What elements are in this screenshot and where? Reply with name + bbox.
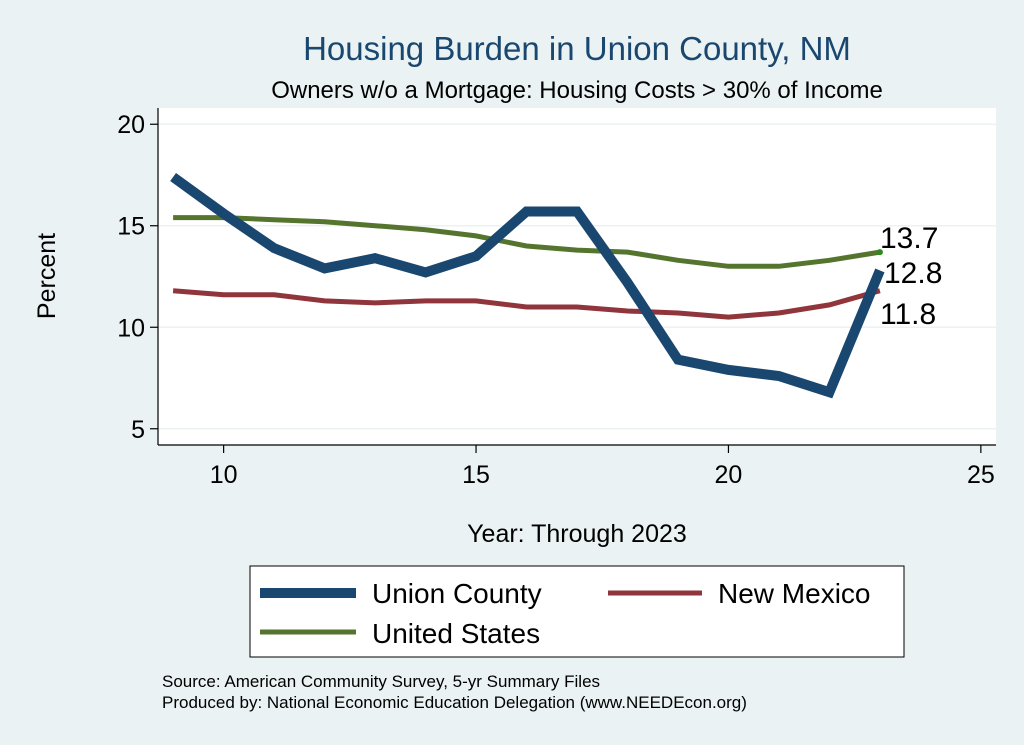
plot-area	[158, 108, 996, 445]
y-tick-label-10: 10	[117, 314, 145, 342]
y-tick-labels: 5 10 15 20	[117, 111, 145, 444]
legend-label-new-mexico: New Mexico	[718, 578, 870, 609]
end-marker-united-states	[876, 249, 883, 256]
end-label-united-states: 13.7	[880, 222, 938, 255]
end-label-union-county: 12.8	[884, 257, 942, 290]
legend-label-union-county: Union County	[372, 578, 542, 609]
producer-note: Produced by: National Economic Education…	[162, 693, 747, 712]
y-tick-label-5: 5	[131, 416, 145, 444]
series-line-union-county	[170, 172, 885, 399]
legend-box	[249, 565, 905, 658]
end-labels: 13.712.8 11.8	[880, 222, 942, 331]
chart-title: Housing Burden in Union County, NM	[303, 30, 851, 67]
x-tick-label-10: 10	[210, 461, 238, 489]
y-tick-label-20: 20	[117, 111, 145, 139]
axes	[150, 108, 996, 453]
x-axis-label: Year: Through 2023	[467, 520, 687, 548]
chart-subtitle: Owners w/o a Mortgage: Housing Costs > 3…	[271, 77, 883, 104]
source-note: Source: American Community Survey, 5-yr …	[162, 672, 600, 691]
series-lines	[170, 172, 885, 399]
x-tick-label-20: 20	[715, 461, 743, 489]
x-tick-label-15: 15	[462, 461, 490, 489]
legend-label-united-states: United States	[372, 618, 540, 649]
legend: Union County New Mexico United States	[249, 565, 905, 658]
series-line-united-states	[173, 215, 881, 269]
end-label-new-mexico: 11.8	[880, 298, 936, 331]
x-tick-label-25: 25	[967, 461, 995, 489]
y-axis-label: Percent	[33, 233, 61, 319]
y-tick-label-15: 15	[117, 213, 145, 241]
series-line-new-mexico	[172, 288, 881, 320]
x-tick-labels: 10 15 20 25	[210, 461, 995, 489]
